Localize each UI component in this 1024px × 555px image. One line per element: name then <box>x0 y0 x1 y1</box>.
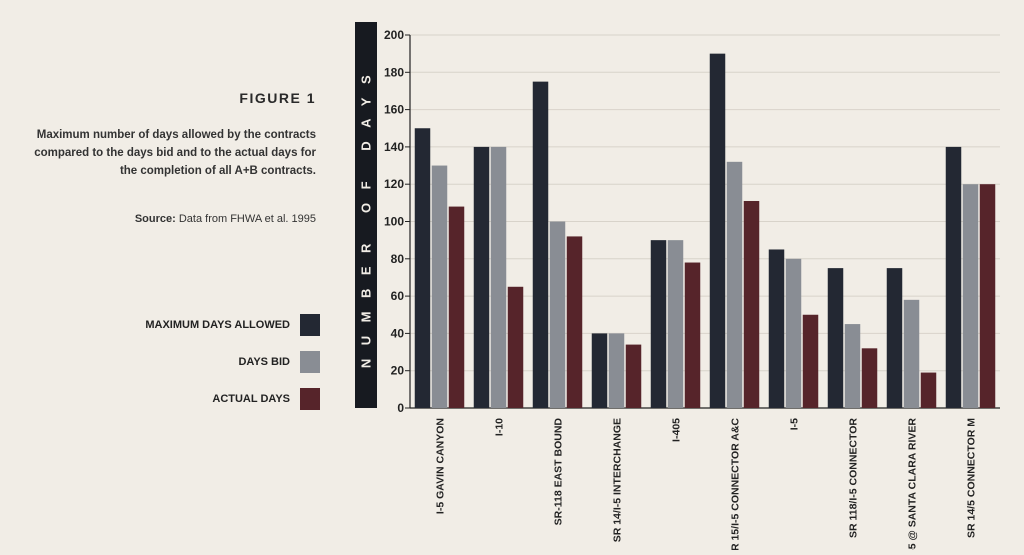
bar <box>507 286 524 408</box>
y-tick-label: 100 <box>384 215 404 229</box>
bar <box>726 161 743 408</box>
legend-label-max-days: MAXIMUM DAYS ALLOWED <box>145 319 290 331</box>
bar <box>684 262 701 408</box>
x-tick-label: SR-118 EAST BOUND <box>553 418 565 526</box>
source-text: Data from FHWA et al. 1995 <box>178 213 316 225</box>
bar-chart: 0 20 40 60 80 100 120 140 160 180 200 I-5 GAVIN CAN… <box>384 28 1000 550</box>
legend-swatch-max-days <box>300 314 320 336</box>
x-tick-label: I-10 <box>494 418 506 436</box>
x-tick-label: I-5 <box>789 418 801 430</box>
legend-item-actual-days: ACTUAL DAYS <box>60 386 320 412</box>
legend-swatch-actual-days <box>300 388 320 410</box>
bar <box>591 333 608 408</box>
bar <box>625 344 642 408</box>
legend-item-days-bid: DAYS BID <box>60 349 320 375</box>
bar <box>414 128 431 408</box>
y-tick-label: 120 <box>384 177 404 191</box>
bar <box>667 240 684 408</box>
figure-caption: Maximum number of days allowed by the co… <box>34 129 316 177</box>
bar <box>608 333 625 408</box>
bar <box>945 146 962 408</box>
bar <box>785 258 802 408</box>
x-tick-label: SR 14/I-5 INTERCHANGE <box>612 418 624 542</box>
x-tick-label: I-405 <box>671 418 683 442</box>
y-tick-label: 0 <box>397 401 404 415</box>
y-tick-label: 20 <box>391 364 405 378</box>
bar <box>473 146 490 408</box>
figure-source: Source: Data from FHWA et al. 1995 <box>40 213 316 225</box>
bar <box>448 206 465 408</box>
bar <box>827 268 844 408</box>
chart-legend: MAXIMUM DAYS ALLOWED DAYS BID ACTUAL DAY… <box>60 312 320 423</box>
bar <box>566 236 583 408</box>
y-tick-label: 160 <box>384 103 404 117</box>
bar <box>962 184 979 408</box>
bar <box>532 81 549 408</box>
y-tick-label: 80 <box>391 252 405 266</box>
y-tick-label: 200 <box>384 28 404 42</box>
legend-label-actual-days: ACTUAL DAYS <box>212 393 290 405</box>
y-axis-label-band: NUMBER OF DAYS <box>355 22 377 408</box>
y-tick-label: 40 <box>391 326 405 340</box>
bar <box>844 324 861 408</box>
bar <box>886 268 903 408</box>
bar <box>861 348 878 408</box>
bar <box>490 146 507 408</box>
x-tick-label: SR 14/5 CONNECTOR M <box>966 418 978 538</box>
x-tick-label: I-5 GAVIN CANYON <box>435 418 447 514</box>
bar <box>650 240 667 408</box>
bar <box>743 200 760 408</box>
bar <box>768 249 785 408</box>
figure-title: FIGURE 1 <box>239 90 316 106</box>
bar <box>802 314 819 408</box>
y-axis-label: NUMBER OF DAYS <box>358 61 374 369</box>
bar <box>979 184 996 408</box>
source-label: Source: <box>134 213 176 225</box>
bar <box>920 372 937 408</box>
bar <box>549 221 566 408</box>
x-tick-label: SR 15/I-5 CONNECTOR A&C <box>730 418 742 550</box>
x-tick-label: I-5 @ SANTA CLARA RIVER <box>907 418 919 550</box>
legend-swatch-days-bid <box>300 351 320 373</box>
bar <box>431 165 448 408</box>
bar <box>903 299 920 408</box>
y-tick-label: 60 <box>391 289 405 303</box>
bar <box>709 53 726 409</box>
legend-label-days-bid: DAYS BID <box>238 356 290 368</box>
y-tick-label: 140 <box>384 140 404 154</box>
y-tick-label: 180 <box>384 65 404 79</box>
x-tick-label: SR 118/I-5 CONNECTOR <box>848 418 860 538</box>
legend-item-max-days: MAXIMUM DAYS ALLOWED <box>60 312 320 338</box>
